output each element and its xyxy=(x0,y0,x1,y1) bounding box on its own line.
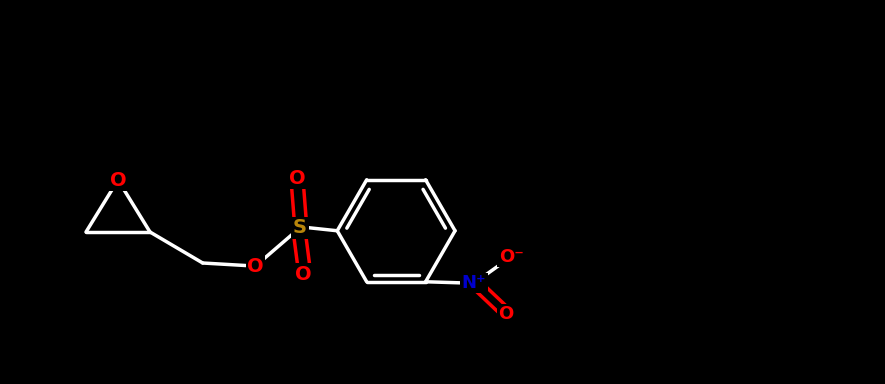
Text: O: O xyxy=(498,305,514,323)
Text: O⁻: O⁻ xyxy=(499,248,524,266)
Text: O: O xyxy=(110,170,127,189)
Text: O: O xyxy=(289,169,306,187)
Text: O: O xyxy=(247,257,264,276)
Text: S: S xyxy=(293,218,307,237)
Text: N⁺: N⁺ xyxy=(462,274,486,292)
Text: O: O xyxy=(296,265,312,284)
